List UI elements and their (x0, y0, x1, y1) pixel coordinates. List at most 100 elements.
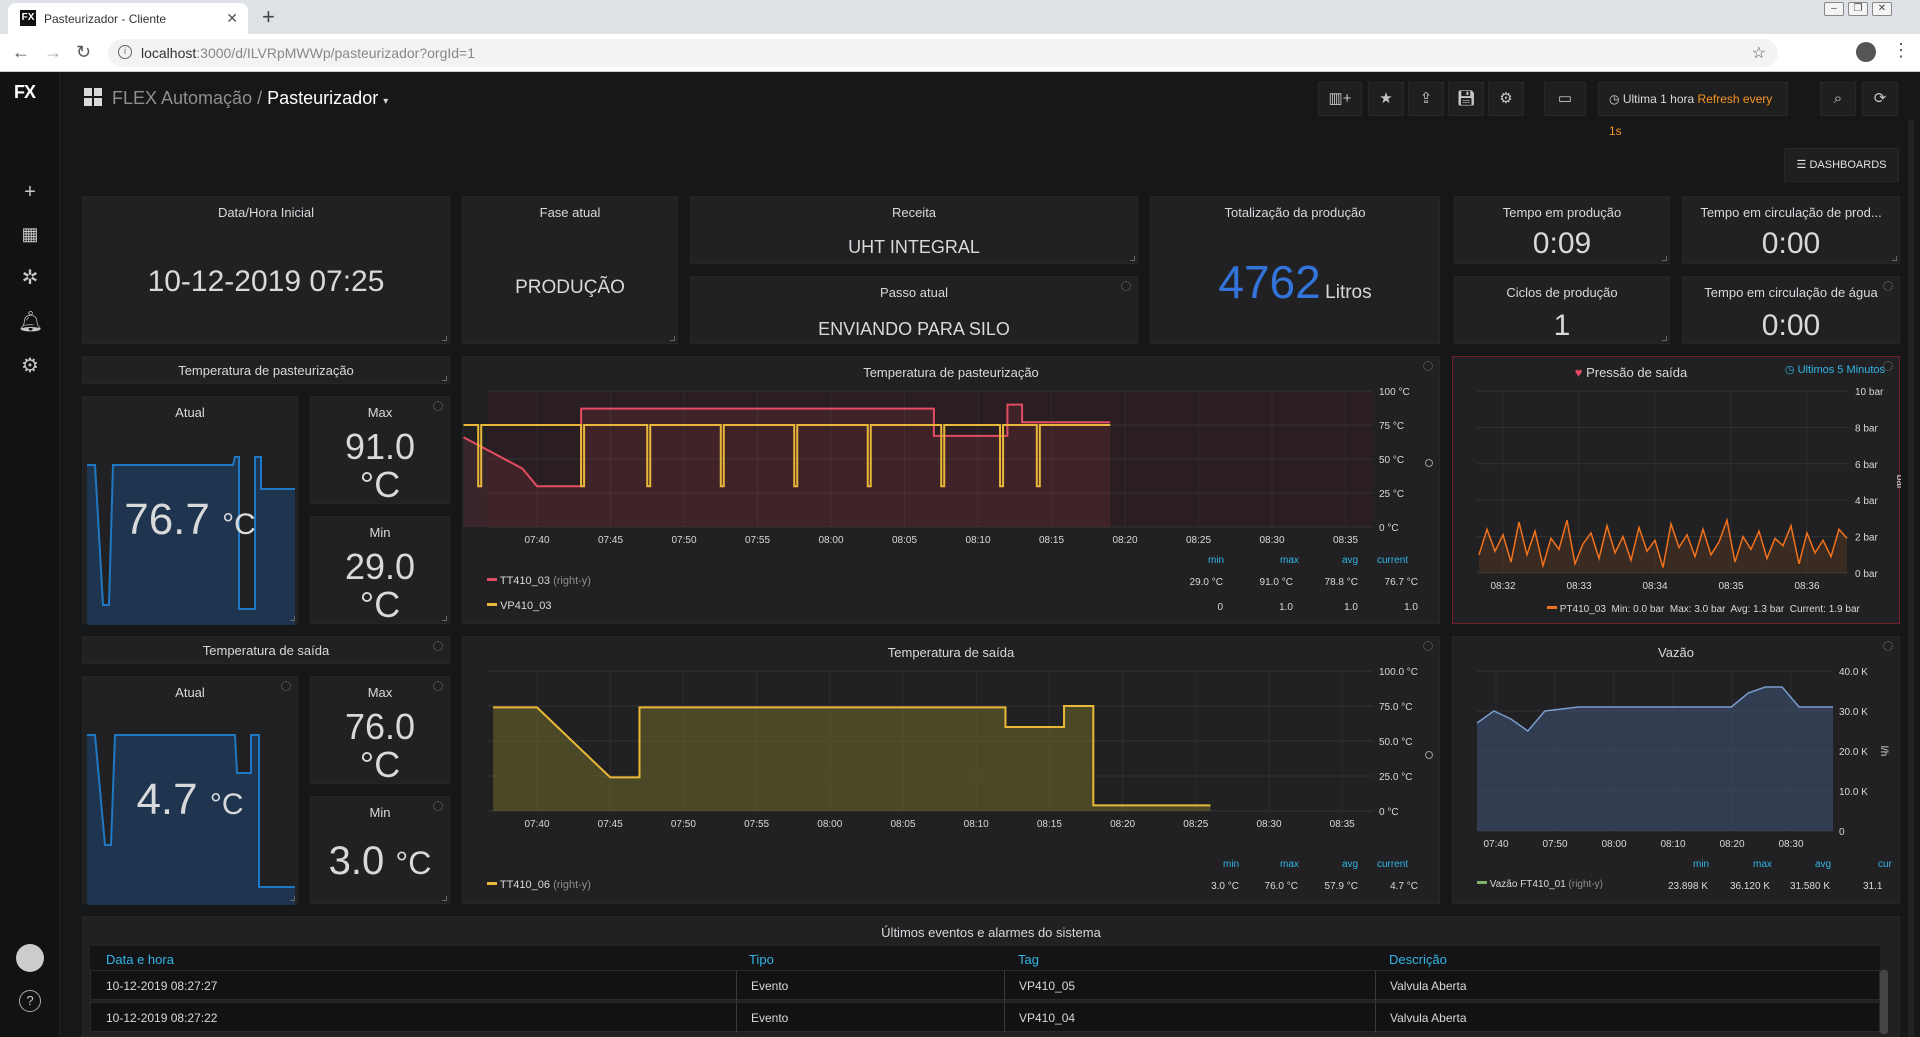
cell-datetime: 10-12-2019 08:27:27 (106, 979, 218, 993)
panel-receita[interactable]: Receita UHT INTEGRAL (690, 196, 1138, 264)
panel-tempo-producao[interactable]: Tempo em produção 0:09 (1454, 196, 1670, 264)
panel-ciclos-producao[interactable]: Ciclos de produção 1 (1454, 276, 1670, 344)
table-scrollbar[interactable] (1880, 970, 1888, 1034)
legend-item[interactable]: TT410_03 (right-y) (487, 575, 591, 587)
alerting-bell-icon[interactable]: 🔔︎ (18, 311, 44, 333)
panel-tempo-circ-produto[interactable]: Tempo em circulação de prod... 0:00 (1682, 196, 1900, 264)
add-panel-button[interactable]: ▥+ (1318, 82, 1362, 116)
refresh-label: Refresh every 1s (1609, 92, 1773, 138)
panel-temp-pasteurizacao-max[interactable]: Max 91.0 °C (310, 396, 450, 505)
share-button[interactable]: ⇪ (1408, 82, 1444, 116)
panel-temp-pasteurizacao-atual[interactable]: Atual 76.7 °C (82, 396, 298, 625)
panel-temp-saida-atual[interactable]: Atual 4.7 °C (82, 676, 298, 905)
dashboard-grid-icon (84, 88, 102, 106)
back-icon[interactable]: ← (12, 42, 30, 62)
panel-title: Passo atual (880, 285, 948, 300)
panel-fase-atual[interactable]: Fase atual PRODUÇÃO (462, 196, 678, 344)
panel-title: Ciclos de produção (1506, 285, 1618, 300)
panel-title: Totalização da produção (1224, 205, 1366, 220)
dashboard-breadcrumb[interactable]: FLEX Automação / Pasteurizador ▾ (84, 88, 388, 109)
reload-icon[interactable]: ↻ (76, 42, 92, 62)
panel-title: Max (367, 405, 393, 420)
chart-pressao-plot[interactable]: 10 bar 8 bar 6 bar 4 bar 2 bar 0 bar 08:32 08:3… (1453, 357, 1901, 597)
x-tick-label: 08:25 (1186, 535, 1211, 546)
production-cycles-value: 1 (1553, 309, 1571, 342)
cell-tag: VP410_04 (1019, 1011, 1076, 1025)
panel-temp-saida-min[interactable]: Min 3.0 °C (310, 796, 450, 904)
series-pt410-03-area (1479, 520, 1847, 573)
graph-temp-pasteurizacao[interactable]: Temperatura de pasteurização 100 °C 75 °C… (462, 356, 1440, 624)
refresh-button[interactable]: ⟳ (1862, 82, 1898, 116)
zoom-out-button[interactable]: ⌕ (1820, 82, 1856, 116)
restore-window-icon[interactable]: ❐ (1848, 2, 1868, 16)
graph-pressao-saida[interactable]: ♥ Pressão de saída ◷ Ultimos 5 Minutos 1… (1452, 356, 1901, 624)
recipe-value: UHT INTEGRAL (848, 237, 980, 257)
settings-gear-icon[interactable]: ⚙ (21, 355, 39, 377)
browser-tab[interactable]: FX Pasteurizador - Cliente ✕ (8, 3, 248, 34)
legend-item[interactable]: TT410_06 (right-y) (487, 879, 591, 891)
browser-tab-bar: FX Pasteurizador - Cliente ✕ + – ❐ ✕ (0, 0, 1920, 34)
column-header-datetime[interactable]: Data e hora (106, 952, 174, 967)
column-header-tag[interactable]: Tag (1018, 952, 1039, 967)
chart-saida-plot[interactable]: 100.0 °C 75.0 °C 50.0 °C 25.0 °C 0 °C 07:40 07… (463, 637, 1441, 847)
legend-axis-note: (right-y) (553, 575, 591, 587)
x-tick-label: 08:00 (818, 535, 843, 546)
legend-item[interactable]: VP410_03 (487, 600, 551, 612)
dashboard-settings-button[interactable]: ⚙ (1488, 82, 1524, 116)
dashboards-button[interactable]: ☰ DASHBOARDS (1784, 148, 1899, 182)
bookmark-star-icon[interactable]: ☆ (1751, 45, 1766, 62)
close-window-icon[interactable]: ✕ (1872, 2, 1892, 16)
panel-tempo-circ-agua[interactable]: Tempo em circulação de água 0:00 (1682, 276, 1900, 344)
legend-current-value: Current: 1.9 bar (1789, 604, 1860, 615)
save-button[interactable]: 💾︎ (1448, 82, 1484, 116)
graph-vazao[interactable]: Vazão 40.0 K 30.0 K 20.0 K 10.0 K 0 07:40 07:5… (1452, 636, 1900, 904)
chart-pasteurizacao-plot[interactable]: 100 °C 75 °C 50 °C 25 °C 0 °C 07:40 07:45 07:50… (463, 357, 1441, 557)
panel-temp-pasteurizacao-min[interactable]: Min 29.0 °C (310, 516, 450, 625)
panel-title-wrap: ♥ Pressão de saída (1453, 365, 1809, 380)
panel-temp-saida-max[interactable]: Max 76.0 °C (310, 676, 450, 785)
panel-data-hora-inicial[interactable]: Data/Hora Inicial 10-12-2019 07:25 (82, 196, 450, 344)
profile-icon[interactable] (1856, 42, 1876, 62)
browser-menu-icon[interactable]: ⋮ (1892, 40, 1910, 60)
grafana-logo[interactable]: FX (14, 82, 36, 102)
new-tab-icon[interactable]: + (262, 4, 275, 29)
table-row[interactable]: 10-12-2019 08:27:22 Evento VP410_04 Valv… (90, 1002, 1880, 1033)
x-tick-label: 07:45 (598, 535, 623, 546)
time-picker[interactable]: ◷ Ultima 1 hora Refresh every 1s (1598, 82, 1788, 138)
panel-totalizacao[interactable]: Totalização da produção 4762 Litros (1150, 196, 1440, 344)
minimize-window-icon[interactable]: – (1824, 2, 1844, 16)
page-scrollbar[interactable] (1908, 120, 1914, 1037)
graph-temp-saida[interactable]: Temperatura de saída 100.0 °C 75.0 °C 50.0… (462, 636, 1440, 904)
cell-type: Evento (751, 979, 789, 993)
y-tick-label: 20.0 K (1839, 747, 1868, 758)
favicon-icon: FX (20, 10, 36, 26)
dashboards-icon[interactable]: ▦ (21, 224, 39, 244)
explore-icon[interactable]: ✲ (21, 267, 39, 289)
panel-passo-atual[interactable]: Passo atual ENVIANDO PARA SILO (690, 276, 1138, 344)
legend-item[interactable]: Vazão FT410_01 (right-y) (1477, 879, 1603, 890)
y-tick-label: 6 bar (1855, 460, 1878, 471)
help-icon[interactable]: ? (19, 990, 41, 1012)
legend-min-value: 29.0 °C (1189, 577, 1223, 588)
create-icon[interactable]: + (24, 181, 36, 203)
star-dashboard-button[interactable]: ★ (1368, 82, 1404, 116)
axis-toggle-icon[interactable] (1425, 459, 1433, 467)
forward-icon[interactable]: → (44, 42, 62, 62)
column-header-description[interactable]: Descrição (1389, 952, 1447, 967)
url-input[interactable]: i localhost:3000/d/ILVRpMWWp/pasteurizad… (108, 39, 1778, 67)
view-mode-button[interactable]: ▭ (1544, 82, 1586, 116)
panel-title: Fase atual (539, 205, 601, 220)
cell-tag: VP410_05 (1019, 979, 1076, 993)
chart-vazao-plot[interactable]: 40.0 K 30.0 K 20.0 K 10.0 K 0 07:40 07:50 08:00… (1453, 637, 1901, 847)
info-icon[interactable]: i (118, 45, 132, 59)
legend-avg-value: 57.9 °C (1324, 881, 1358, 892)
cell-description: Valvula Aberta (1390, 1011, 1467, 1025)
legend-item[interactable]: PT410_03 Min: 0.0 bar Max: 3.0 bar Avg: … (1547, 604, 1860, 615)
table-row[interactable]: 10-12-2019 08:27:27 Evento VP410_05 Valv… (90, 970, 1880, 1001)
close-tab-icon[interactable]: ✕ (226, 10, 238, 26)
sparkline (87, 734, 295, 905)
user-avatar[interactable] (16, 944, 44, 972)
axis-toggle-icon[interactable] (1425, 751, 1433, 759)
column-header-type[interactable]: Tipo (749, 952, 774, 967)
step-value: ENVIANDO PARA SILO (818, 319, 1010, 339)
